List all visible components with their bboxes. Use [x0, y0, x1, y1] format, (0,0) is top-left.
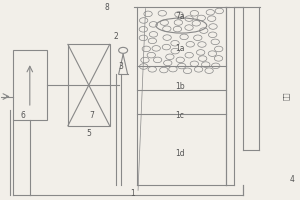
Text: 7: 7 — [89, 111, 94, 120]
Text: 1: 1 — [130, 189, 134, 198]
Text: 回水: 回水 — [283, 92, 289, 100]
Text: 2: 2 — [113, 32, 118, 41]
Text: 1c: 1c — [176, 111, 184, 120]
Bar — [13, 50, 47, 120]
Text: 4: 4 — [290, 175, 294, 184]
Text: 8: 8 — [104, 3, 109, 12]
Text: 5: 5 — [86, 129, 91, 138]
Text: 1a: 1a — [175, 44, 184, 53]
Text: 7a: 7a — [175, 12, 185, 21]
Text: 6: 6 — [21, 111, 26, 120]
Text: 3: 3 — [118, 62, 124, 71]
Bar — [68, 44, 110, 126]
Text: 1d: 1d — [175, 149, 185, 158]
Text: 1b: 1b — [175, 82, 185, 91]
